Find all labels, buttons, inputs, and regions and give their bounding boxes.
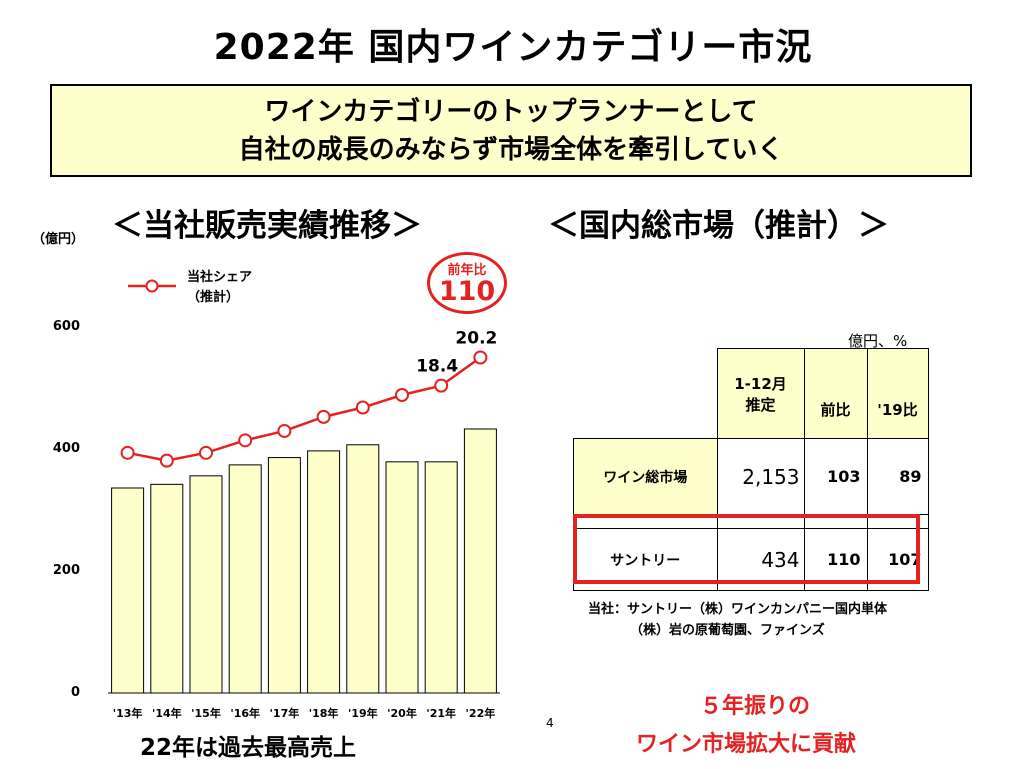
x-tick-label: '18年 — [309, 706, 339, 720]
sales-bar — [189, 475, 223, 694]
x-tick-label: '16年 — [230, 706, 260, 720]
market-conclusion-1: ５年振りの — [700, 694, 811, 719]
share-point — [159, 453, 174, 468]
row-label: ワイン総市場 — [573, 438, 718, 515]
share-value-label: 18.4 — [416, 357, 458, 377]
x-tick-label: '21年 — [426, 706, 456, 720]
x-tick-label: '13年 — [113, 706, 143, 720]
x-tick-label: '19年 — [348, 706, 378, 720]
market-conclusion-2: ワイン市場拡大に貢献 — [636, 732, 857, 757]
page-number: 4 — [546, 716, 554, 730]
sales-bar — [307, 450, 341, 694]
y-tick-label: 0 — [70, 685, 80, 700]
share-point — [395, 388, 409, 402]
share-point — [277, 423, 292, 438]
sales-bar — [463, 428, 497, 694]
share-point — [434, 378, 449, 393]
header-yoy: 前比 — [803, 348, 868, 439]
legend-label: 当社シェア — [187, 270, 253, 285]
market-title: ＜国内総市場（推計）＞ — [548, 208, 889, 244]
sales-bar — [267, 457, 301, 694]
footnote-line-2: （株）岩の原葡萄園、ファインズ — [630, 623, 825, 638]
share-point — [473, 350, 488, 365]
header-vs19: '19比 — [866, 348, 929, 439]
share-point — [120, 445, 135, 460]
yoy-badge: 前年比 110 — [427, 252, 507, 314]
x-tick-label: '20年 — [387, 706, 417, 720]
sales-bar — [424, 461, 458, 694]
share-line — [127, 356, 482, 462]
sales-bar — [228, 464, 262, 694]
row-vs19: 89 — [866, 438, 929, 515]
x-tick-label: '17年 — [270, 706, 300, 720]
share-legend-marker — [128, 279, 176, 293]
yoy-badge-value: 110 — [438, 276, 496, 307]
share-point — [199, 445, 213, 460]
table-row: ワイン総市場 2,153 103 89 — [573, 438, 929, 515]
suntory-highlight-box — [573, 514, 920, 584]
page-title: 2022年 国内ワインカテゴリー市況 — [213, 27, 813, 68]
share-value-label: 20.2 — [455, 329, 497, 349]
sales-bar — [150, 483, 184, 694]
legend-label-2: （推計） — [187, 290, 240, 305]
footnote-line-1: 当社：サントリー（株）ワインカンパニー国内単体 — [588, 602, 888, 617]
y-tick-label: 200 — [52, 563, 80, 578]
sales-bar — [385, 461, 419, 694]
banner-line-2: 自社の成長のみならず市場全体を牽引していく — [238, 135, 784, 165]
y-tick-label: 600 — [52, 319, 80, 334]
yoy-badge-label: 前年比 — [447, 263, 487, 278]
sales-bar — [111, 487, 145, 694]
row-value: 2,153 — [716, 438, 805, 515]
chart-unit-label: （億円） — [32, 232, 85, 247]
share-point — [355, 400, 370, 415]
header-period: 1-12月 推定 — [716, 348, 805, 439]
sales-chart-title: ＜当社販売実績推移＞ — [112, 208, 422, 244]
row-yoy: 103 — [803, 438, 868, 515]
x-tick-label: '14年 — [152, 706, 182, 720]
y-tick-label: 400 — [52, 441, 80, 456]
x-tick-label: '15年 — [191, 706, 221, 720]
sales-bar — [346, 444, 380, 694]
headline-banner: ワインカテゴリーのトップランナーとして 自社の成長のみならず市場全体を牽引してい… — [50, 84, 972, 177]
sales-conclusion: 22年は過去最高売上 — [140, 735, 357, 761]
banner-line-1: ワインカテゴリーのトップランナーとして — [264, 97, 758, 127]
share-point — [238, 433, 253, 448]
x-tick-label: '22年 — [466, 706, 496, 720]
share-point — [316, 409, 331, 424]
table-unit: 億円、% — [848, 332, 908, 350]
